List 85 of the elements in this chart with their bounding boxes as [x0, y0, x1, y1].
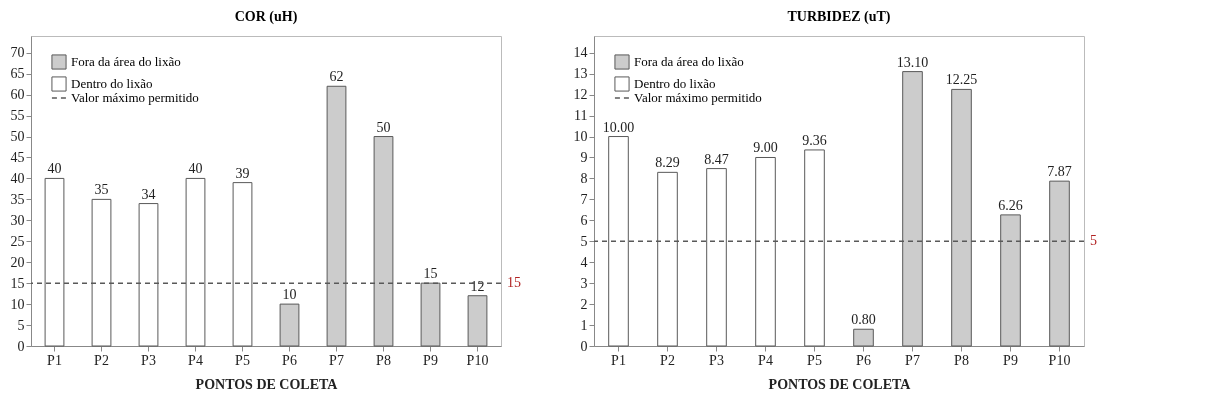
text: 5 — [1090, 233, 1097, 249]
y-tick-label: 8 — [580, 170, 588, 186]
x-tick-label: P2 — [660, 352, 675, 368]
chart-title: TURBIDEZ (uT) — [787, 9, 891, 25]
data-label: 8.29 — [655, 155, 680, 171]
y-tick-label: 20 — [10, 254, 25, 270]
bar — [467, 295, 488, 347]
y-tick-label: 5 — [17, 317, 25, 333]
y-tick-label: 10 — [573, 129, 588, 145]
data-label: 62 — [329, 69, 344, 85]
y-tick-label: 65 — [10, 66, 25, 82]
data-label: 39 — [235, 165, 250, 181]
y-tick-label: 1 — [580, 317, 588, 333]
data-label: 0.80 — [851, 312, 876, 328]
y-tick-label: 7 — [580, 191, 588, 207]
y-tick-label: 25 — [10, 233, 25, 249]
x-tick-label: P5 — [235, 352, 250, 368]
y-tick-label: 0 — [17, 338, 25, 354]
y-tick-label: 14 — [573, 45, 588, 61]
data-label: 9.36 — [802, 132, 827, 148]
x-tick-label: P6 — [282, 352, 297, 368]
x-tick-label: P1 — [47, 352, 62, 368]
y-tick-label: 13 — [573, 66, 588, 82]
data-label: 12 — [470, 278, 485, 294]
x-tick-label: P4 — [188, 352, 203, 368]
legend-label: Valor máximo permitido — [634, 90, 762, 105]
x-tick-label: P9 — [1003, 352, 1018, 368]
data-label: 12.25 — [945, 72, 978, 88]
legend-label: Dentro do lixão — [634, 76, 716, 91]
y-tick-label: 11 — [574, 108, 588, 124]
legend-label: Fora da área do lixão — [634, 54, 744, 69]
y-tick-label: 55 — [10, 108, 25, 124]
x-tick-label: P8 — [376, 352, 391, 368]
text: 15 — [507, 275, 521, 291]
y-tick-label: 45 — [10, 149, 25, 165]
x-tick-label: P9 — [423, 352, 438, 368]
legend-label: Valor máximo permitido — [71, 90, 199, 105]
data-label: 50 — [376, 119, 391, 135]
y-tick-label: 15 — [10, 275, 25, 291]
x-tick-label: P7 — [905, 352, 920, 368]
data-label: 8.47 — [704, 151, 729, 167]
x-tick-label: P3 — [709, 352, 724, 368]
y-tick-label: 0 — [580, 338, 588, 354]
legend-label: Dentro do lixão — [71, 76, 153, 91]
x-tick-label: P10 — [1048, 352, 1071, 368]
x-axis-title: PONTOS DE COLETA — [768, 376, 912, 392]
bar — [279, 303, 300, 347]
x-tick-label: P3 — [141, 352, 156, 368]
y-tick-label: 5 — [580, 233, 588, 249]
x-tick-label: P10 — [466, 352, 489, 368]
x-tick-label: P4 — [758, 352, 773, 368]
x-axis-title: PONTOS DE COLETA — [195, 376, 339, 392]
y-tick-label: 12 — [573, 87, 588, 103]
y-tick-label: 60 — [10, 87, 25, 103]
data-label: 10 — [282, 287, 297, 303]
y-tick-label: 2 — [580, 296, 588, 312]
chart-title: COR (uH) — [234, 9, 298, 25]
bar — [853, 328, 874, 347]
y-tick-label: 70 — [10, 45, 25, 61]
x-tick-label: P5 — [807, 352, 822, 368]
y-tick-label: 50 — [10, 129, 25, 145]
x-tick-label: P6 — [856, 352, 871, 368]
data-label: 7.87 — [1047, 164, 1072, 180]
legend-label: Fora da área do lixão — [71, 54, 181, 69]
data-label: 10.00 — [602, 119, 635, 135]
data-label: 34 — [141, 186, 156, 202]
x-tick-label: P2 — [94, 352, 109, 368]
y-tick-label: 3 — [580, 275, 588, 291]
data-label: 35 — [94, 182, 109, 198]
y-tick-label: 10 — [10, 296, 25, 312]
data-label: 40 — [188, 161, 203, 177]
y-tick-label: 6 — [580, 212, 588, 228]
data-label: 15 — [423, 266, 438, 282]
x-tick-label: P1 — [611, 352, 626, 368]
data-label: 9.00 — [753, 140, 778, 156]
x-tick-label: P8 — [954, 352, 969, 368]
y-tick-label: 9 — [580, 149, 588, 165]
y-tick-label: 4 — [580, 254, 588, 270]
y-tick-label: 40 — [10, 170, 25, 186]
data-label: 40 — [47, 161, 62, 177]
data-label: 13.10 — [896, 54, 929, 70]
y-tick-label: 30 — [10, 212, 25, 228]
data-label: 6.26 — [998, 197, 1023, 213]
x-tick-label: P7 — [329, 352, 344, 368]
y-tick-label: 35 — [10, 191, 25, 207]
